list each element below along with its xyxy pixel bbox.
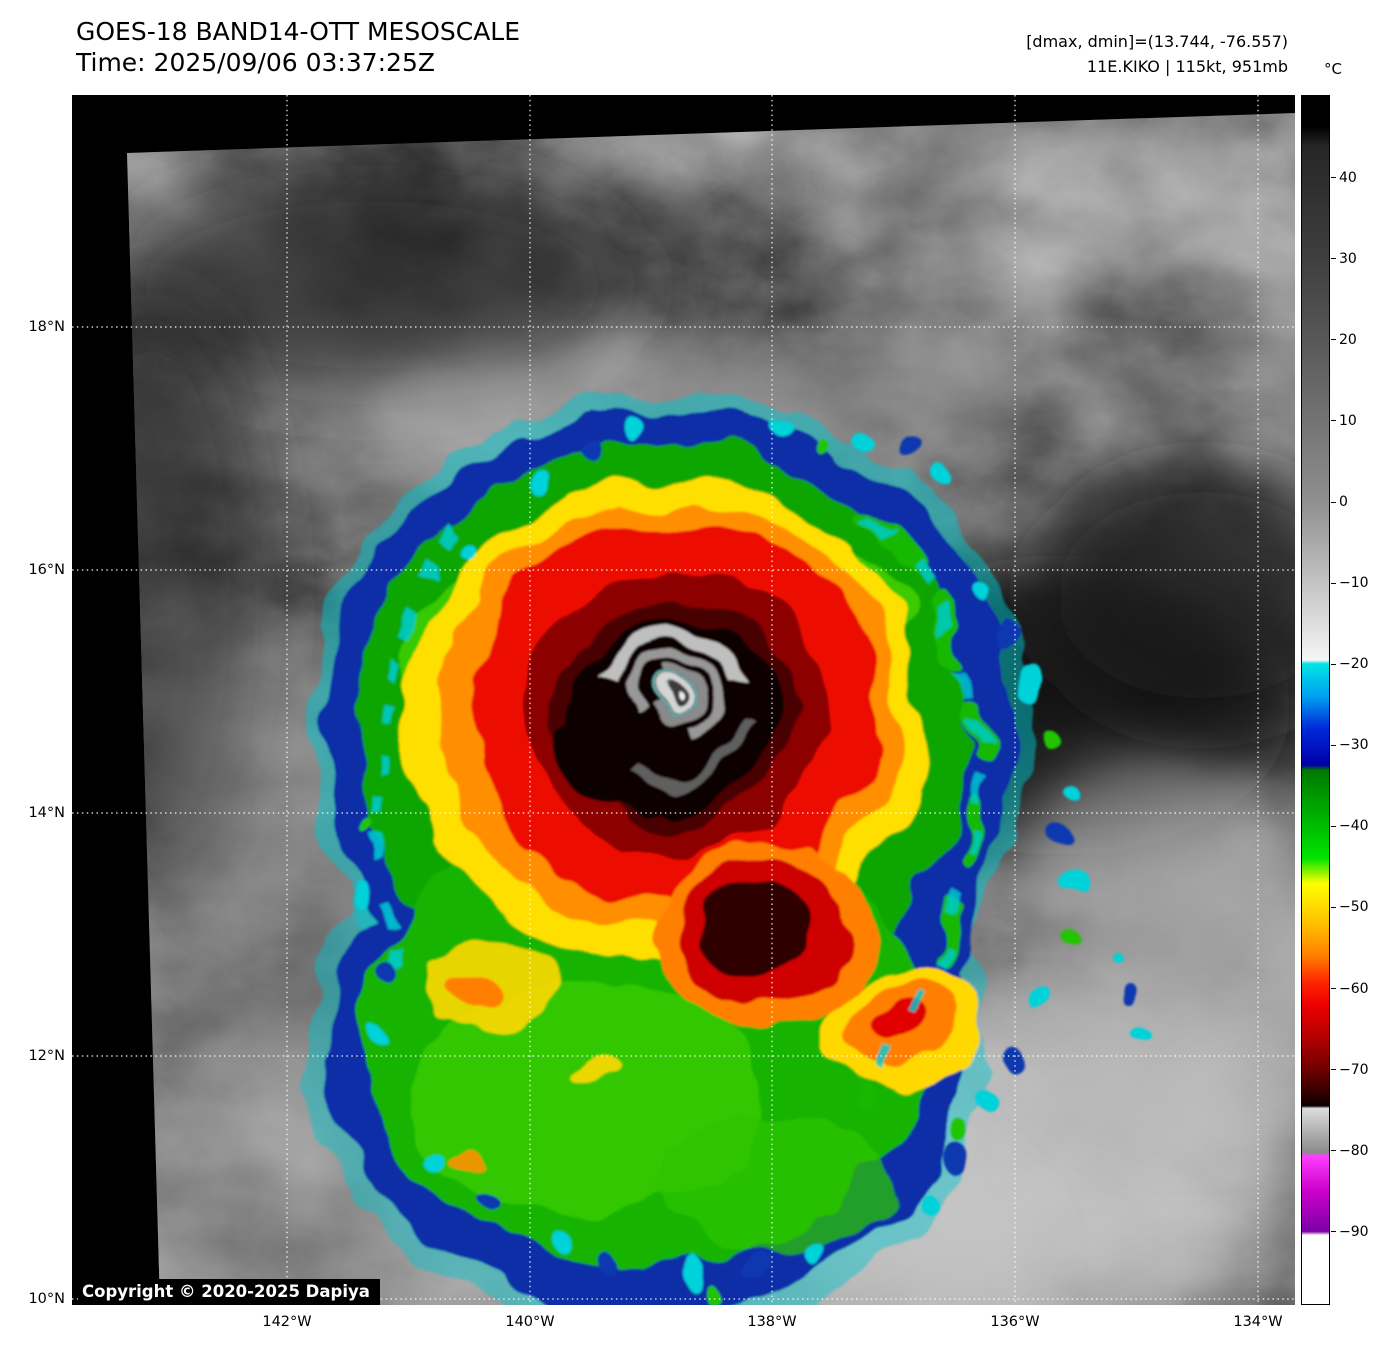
- cold-cloud-speckles: [352, 418, 1141, 1299]
- colorbar-tick-mark: [1331, 663, 1336, 665]
- info-block: [dmax, dmin]=(13.744, -76.557) 11E.KIKO …: [1026, 30, 1288, 80]
- colorbar-tick-mark: [1331, 420, 1336, 422]
- page-title: GOES-18 BAND14-OTT MESOSCALE: [76, 17, 521, 46]
- eyewall-spiral: [607, 630, 755, 787]
- lat-tick-label: 18°N: [28, 319, 65, 335]
- colorbar-tick-mark: [1331, 988, 1336, 989]
- lat-tick-label: 16°N: [28, 562, 65, 578]
- colorbar-tick-label: −50: [1339, 899, 1369, 916]
- colorbar-tick-mark: [1331, 906, 1336, 908]
- colorbar-tick-mark: [1331, 825, 1336, 827]
- colorbar-tick-mark: [1331, 1231, 1336, 1233]
- colorbar-tick-mark: [1331, 501, 1336, 503]
- colorbar-tick-label: 0: [1339, 494, 1348, 511]
- storm-info: 11E.KIKO | 115kt, 951mb: [1086, 56, 1288, 76]
- colorbar-unit-label: °C: [1324, 60, 1342, 78]
- colorbar-tick-label: 40: [1339, 169, 1357, 186]
- range-info: [dmax, dmin]=(13.744, -76.557): [1026, 32, 1288, 51]
- colorbar-gradient: [1301, 95, 1330, 1305]
- lon-tick-label: 140°W: [505, 1314, 555, 1330]
- header: GOES-18 BAND14-OTT MESOSCALE Time: 2025/…: [76, 16, 520, 79]
- colorbar-tick-label: −70: [1339, 1061, 1369, 1078]
- colorbar-tick-label: −80: [1339, 1142, 1369, 1159]
- lon-tick-label: 138°W: [747, 1314, 797, 1330]
- colorbar-tick-label: −40: [1339, 818, 1369, 835]
- gridlines: [72, 95, 1295, 1305]
- west-rainband: [376, 520, 459, 979]
- colorbar-tick-mark: [1331, 1150, 1336, 1152]
- colorbar-tick-label: −10: [1339, 575, 1369, 592]
- colorbar-tick-mark: [1331, 339, 1336, 341]
- lat-tick-label: 10°N: [28, 1291, 65, 1307]
- colorbar-tick-label: −60: [1339, 980, 1369, 997]
- lat-tick-label: 12°N: [28, 1048, 65, 1064]
- colorbar-tick-label: −90: [1339, 1223, 1369, 1240]
- colorbar-tick-mark: [1331, 258, 1336, 260]
- satellite-image: [72, 95, 1295, 1305]
- hurricane: [305, 393, 1141, 1305]
- timestamp: Time: 2025/09/06 03:37:25Z: [76, 48, 435, 78]
- colorbar-tick-mark: [1331, 744, 1336, 746]
- lat-tick-label: 14°N: [28, 805, 65, 821]
- lon-tick-label: 142°W: [262, 1314, 312, 1330]
- lon-tick-label: 136°W: [990, 1314, 1040, 1330]
- colorbar-tick-mark: [1331, 177, 1336, 179]
- plot-area: Copyright © 2020-2025 Dapiya: [72, 95, 1295, 1305]
- colorbar-tick-label: −30: [1339, 737, 1369, 754]
- lon-tick-label: 134°W: [1233, 1314, 1283, 1330]
- colorbar-tick-label: 10: [1339, 412, 1357, 429]
- hurricane-eye: [653, 680, 693, 720]
- colorbar-tick-label: 30: [1339, 250, 1357, 267]
- copyright-badge: Copyright © 2020-2025 Dapiya: [78, 1279, 380, 1305]
- colorbar-tick-mark: [1331, 582, 1336, 584]
- colorbar-tick-label: −20: [1339, 656, 1369, 673]
- colorbar-tick-mark: [1331, 1069, 1336, 1071]
- colorbar-tick-label: 20: [1339, 331, 1357, 348]
